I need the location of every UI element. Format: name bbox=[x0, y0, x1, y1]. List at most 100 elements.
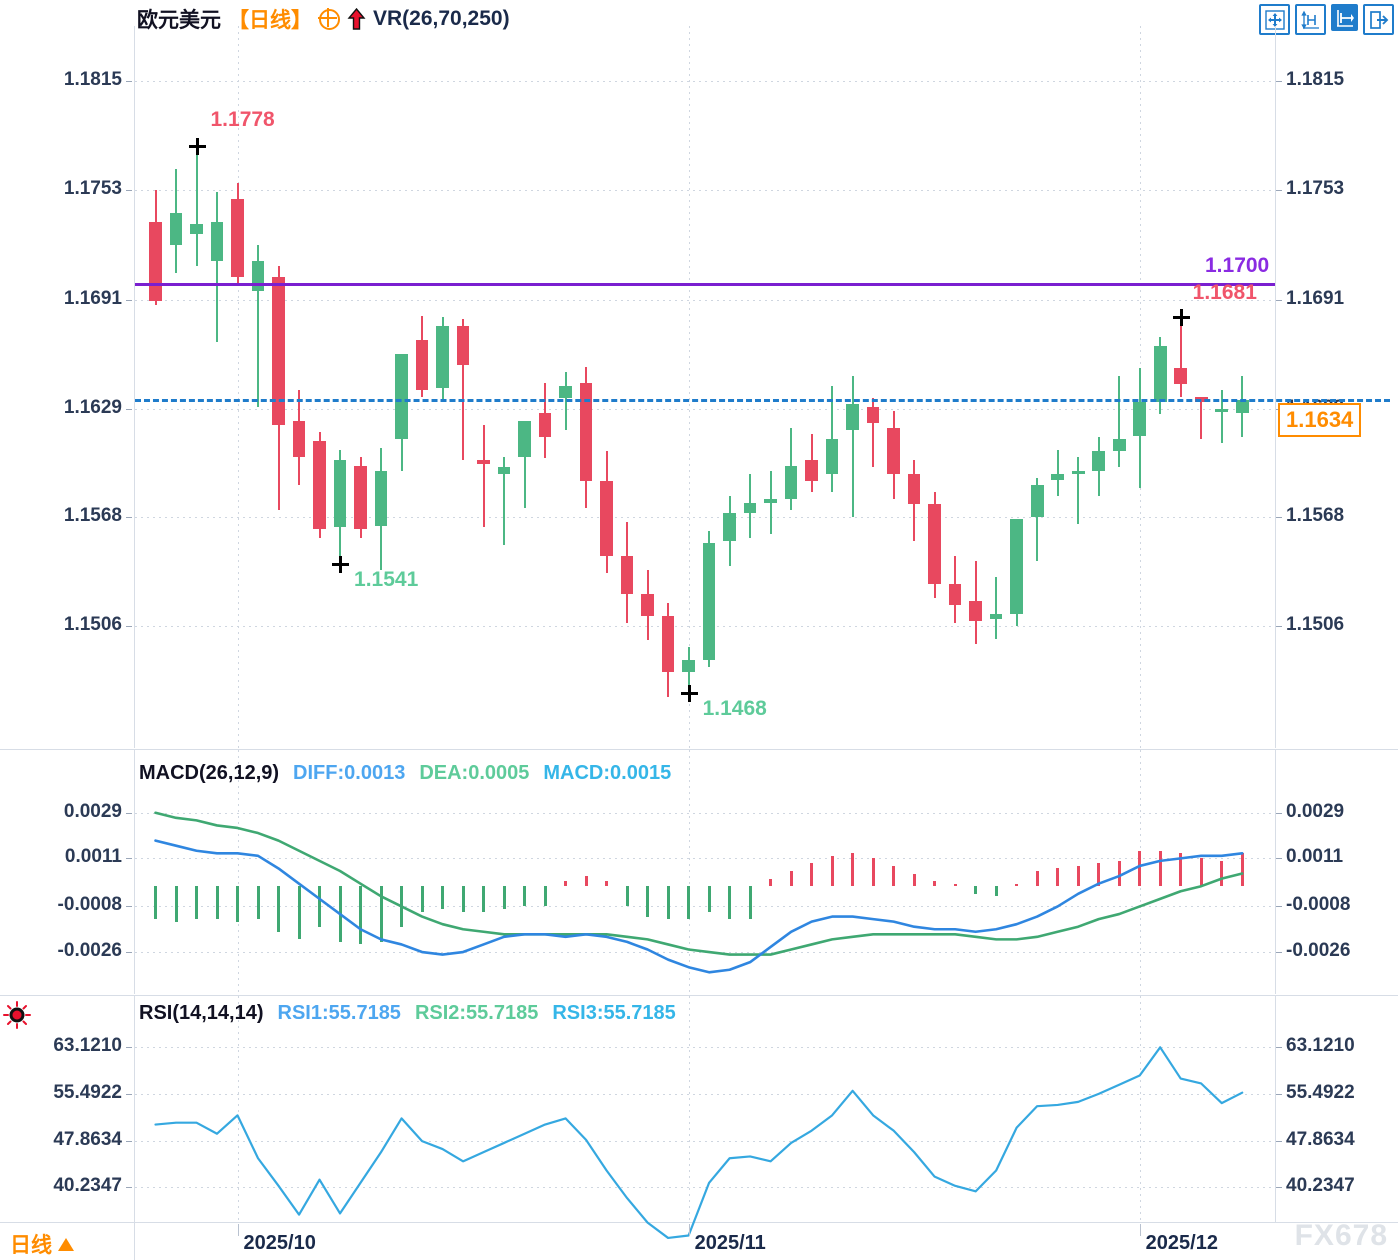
macd-histogram-bar bbox=[215, 886, 219, 920]
timeframe-toggle[interactable]: 日线 bbox=[10, 1229, 74, 1259]
macd-histogram-bar bbox=[625, 886, 629, 907]
crosshair-circle-icon[interactable] bbox=[318, 7, 340, 30]
macd-histogram-bar bbox=[523, 886, 527, 907]
triangle-up-icon bbox=[58, 1237, 74, 1251]
price-axis-label-right: 1.1691 bbox=[1286, 287, 1345, 309]
macd-rsi-divider bbox=[0, 995, 1398, 996]
rsi-axis-label-right: 63.1210 bbox=[1286, 1035, 1355, 1057]
vertical-measure-icon[interactable] bbox=[1295, 4, 1326, 35]
macd-histogram-bar bbox=[256, 886, 260, 920]
price-axis-tick bbox=[1276, 626, 1282, 628]
price-axis-label-left: 1.1506 bbox=[63, 614, 122, 636]
macd-histogram-bar bbox=[1138, 850, 1142, 887]
macd-histogram-bar bbox=[810, 863, 814, 887]
price-axis-tick bbox=[1276, 516, 1282, 518]
period-label: 【日线】 bbox=[228, 9, 312, 32]
macd-histogram-bar bbox=[564, 881, 568, 887]
candle-wick bbox=[1200, 396, 1203, 440]
candle-wick bbox=[995, 576, 998, 639]
candle-wick bbox=[872, 398, 875, 468]
candle-body bbox=[907, 474, 921, 505]
macd-histogram-bar bbox=[666, 886, 670, 920]
candle-body bbox=[436, 326, 449, 388]
macd-histogram-bar bbox=[318, 886, 322, 927]
macd-histogram-bar bbox=[892, 865, 896, 887]
candle-body bbox=[620, 555, 634, 595]
align-left-icon[interactable] bbox=[1331, 4, 1358, 31]
price-axis-tick bbox=[1276, 80, 1282, 82]
candle-body bbox=[251, 260, 265, 291]
expand-icon[interactable] bbox=[1259, 4, 1290, 35]
candle-body bbox=[743, 502, 757, 514]
macd-histogram-bar bbox=[236, 886, 240, 922]
candle-body bbox=[1174, 368, 1188, 385]
rsi-gridline bbox=[135, 1187, 1275, 1189]
macd-panel bbox=[0, 750, 1398, 994]
price-axis-tick bbox=[126, 516, 132, 518]
candle-body bbox=[333, 460, 347, 528]
up-arrow-icon[interactable] bbox=[347, 8, 366, 30]
macd-histogram-bar bbox=[728, 886, 732, 920]
macd-histogram-bar bbox=[277, 886, 281, 932]
candle-body bbox=[518, 421, 531, 457]
candle-wick bbox=[523, 430, 526, 508]
alert-sun-icon[interactable] bbox=[2, 1000, 32, 1030]
macd-right-axis-divider bbox=[1275, 750, 1276, 994]
candle-body bbox=[354, 465, 367, 530]
candle-body bbox=[641, 594, 654, 616]
macd-gridline bbox=[135, 812, 1275, 814]
candle-body bbox=[497, 467, 511, 475]
macd-histogram-bar bbox=[400, 886, 404, 927]
footer-axis-tick bbox=[1139, 1224, 1141, 1236]
price-axis-label-right: 1.1815 bbox=[1286, 68, 1345, 90]
rsi-plot-area[interactable] bbox=[135, 1032, 1275, 1222]
macd-histogram-bar bbox=[605, 881, 609, 887]
rsi-axis-label-left: 63.1210 bbox=[53, 1035, 122, 1057]
macd-histogram-bar bbox=[748, 886, 752, 920]
macd-gridline bbox=[135, 858, 1275, 860]
price-panel bbox=[0, 26, 1398, 748]
macd-axis-label-left: -0.0008 bbox=[57, 894, 122, 916]
watermark: FX678 bbox=[1294, 1219, 1388, 1252]
rsi-axis-tick bbox=[126, 1093, 132, 1095]
macd-histogram-bar bbox=[297, 886, 301, 940]
chart-toolbar bbox=[1259, 4, 1394, 35]
price-axis-tick bbox=[126, 190, 132, 192]
exit-right-icon[interactable] bbox=[1363, 4, 1394, 35]
macd-plot-area[interactable] bbox=[135, 790, 1275, 990]
rsi-axis-tick bbox=[1276, 1140, 1282, 1142]
macd-dea-label: DEA:0.0005 bbox=[419, 762, 530, 784]
macd-histogram-bar bbox=[441, 886, 445, 909]
candle-body bbox=[1071, 470, 1085, 475]
candle-body bbox=[1215, 409, 1229, 413]
candle-body bbox=[169, 213, 183, 245]
month-gridline bbox=[688, 26, 690, 748]
candle-body bbox=[579, 382, 593, 482]
resistance-line[interactable] bbox=[135, 282, 1275, 286]
candle-body bbox=[846, 403, 859, 431]
candle-wick bbox=[400, 410, 403, 471]
rsi-axis-tick bbox=[1276, 1187, 1282, 1189]
price-axis-label-left: 1.1815 bbox=[63, 68, 122, 90]
macd-histogram-bar bbox=[543, 886, 547, 907]
macd-histogram-bar bbox=[379, 886, 383, 942]
candle-body bbox=[702, 543, 716, 660]
candle-wick bbox=[1220, 389, 1223, 443]
macd-histogram-bar bbox=[461, 886, 465, 912]
price-axis-label-right: 1.1506 bbox=[1286, 614, 1345, 636]
candle-body bbox=[1030, 484, 1044, 517]
candle-body bbox=[1235, 400, 1249, 413]
candle-body bbox=[415, 340, 429, 390]
candle-body bbox=[559, 386, 572, 399]
footer-date-label: 2025/10 bbox=[243, 1232, 316, 1254]
price-axis-tick bbox=[126, 80, 132, 82]
price-gridline bbox=[135, 80, 1275, 82]
candle-body bbox=[887, 428, 900, 475]
macd-axis-tick bbox=[1276, 952, 1282, 954]
candle-body bbox=[928, 504, 941, 584]
candle-wick bbox=[1056, 449, 1059, 496]
macd-histogram-bar bbox=[933, 881, 937, 887]
current-price-line[interactable] bbox=[135, 399, 1390, 403]
macd-histogram-bar bbox=[871, 858, 875, 887]
macd-histogram-bar bbox=[707, 886, 711, 912]
